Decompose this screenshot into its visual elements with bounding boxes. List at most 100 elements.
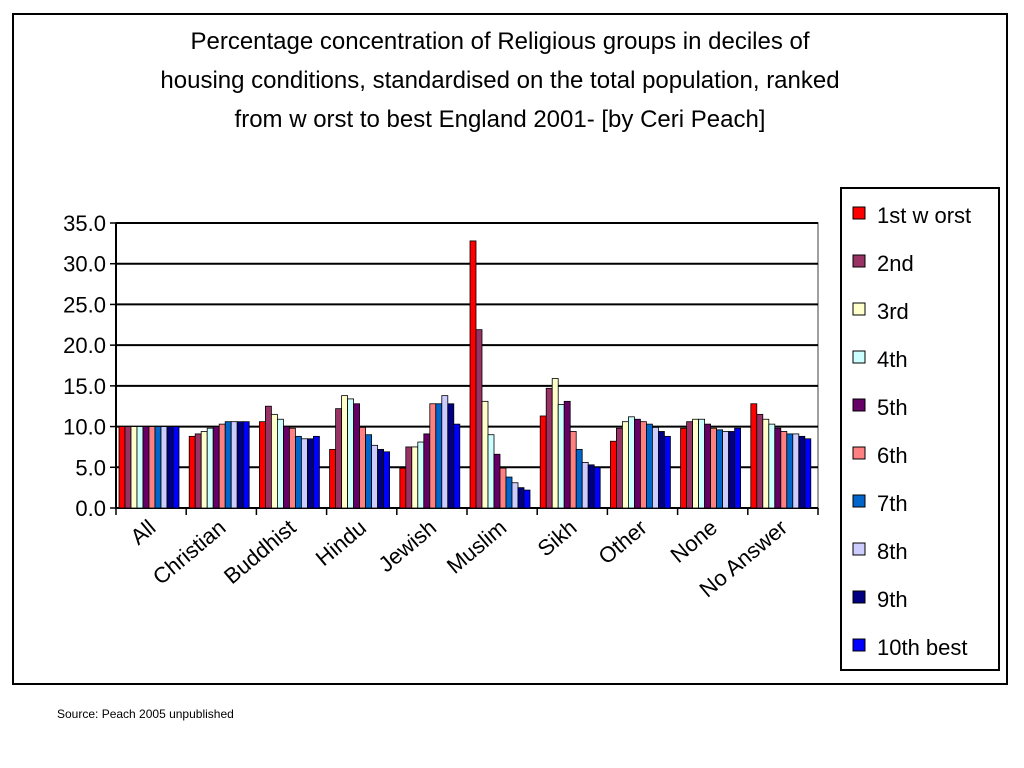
- bar: [429, 403, 437, 509]
- bar: [230, 421, 238, 509]
- y-tick-label: 20.0: [63, 333, 106, 358]
- x-tick-label: All: [126, 515, 161, 550]
- bar: [762, 418, 770, 509]
- bar: [224, 421, 232, 509]
- bar: [242, 421, 250, 509]
- legend-swatch: [852, 638, 866, 652]
- bar: [469, 240, 477, 509]
- legend-label: 3rd: [877, 299, 909, 324]
- bar: [505, 476, 513, 509]
- bar: [734, 427, 741, 509]
- bar: [270, 413, 278, 509]
- legend-label: 1st w orst: [877, 203, 971, 228]
- bar: [622, 421, 629, 509]
- bar: [206, 427, 214, 509]
- bar: [680, 427, 687, 509]
- y-tick-label: 15.0: [63, 374, 106, 399]
- bar: [258, 421, 266, 509]
- legend-label: 9th: [877, 587, 908, 612]
- bar: [756, 413, 764, 509]
- x-tick-label: Christian: [148, 515, 231, 590]
- bar: [646, 423, 653, 509]
- legend-label: 6th: [877, 443, 908, 468]
- bar: [475, 329, 483, 509]
- bar: [551, 378, 559, 509]
- bar: [212, 426, 220, 509]
- bar: [417, 441, 425, 509]
- bar: [664, 435, 671, 509]
- legend-swatch: [852, 446, 866, 460]
- y-tick-label: 30.0: [63, 252, 106, 277]
- bar: [188, 435, 196, 509]
- bar: [616, 427, 623, 509]
- legend-swatch: [852, 350, 866, 364]
- bar: [652, 426, 659, 509]
- bar: [523, 489, 531, 509]
- x-tick-label: Other: [593, 515, 651, 570]
- bar: [728, 431, 735, 509]
- chart-title: Percentage concentration of Religious gr…: [160, 28, 840, 133]
- bar: [142, 426, 150, 509]
- bar: [200, 431, 208, 509]
- bar: [306, 438, 314, 509]
- y-tick-label: 25.0: [63, 292, 106, 317]
- legend-label: 2nd: [877, 251, 914, 276]
- bar: [118, 426, 126, 509]
- bar: [312, 435, 320, 509]
- bar: [610, 440, 617, 509]
- bar: [786, 433, 794, 509]
- bar: [160, 426, 168, 509]
- bar: [423, 433, 431, 509]
- bar: [587, 464, 595, 509]
- bar: [563, 400, 571, 509]
- legend-swatch: [852, 542, 866, 556]
- bar: [634, 418, 641, 509]
- bar: [288, 427, 296, 509]
- bar: [383, 451, 391, 509]
- bar: [581, 461, 589, 509]
- bar: [399, 467, 407, 509]
- bar: [218, 423, 226, 509]
- bar: [481, 400, 489, 509]
- bar: [365, 434, 373, 509]
- bar: [517, 487, 525, 509]
- bar: [750, 403, 758, 509]
- x-tick-label: None: [666, 515, 722, 568]
- bar: [557, 404, 565, 509]
- bar: [692, 418, 699, 509]
- bar: [124, 426, 132, 509]
- bar: [798, 435, 806, 509]
- bar: [447, 403, 455, 509]
- bar: [768, 423, 776, 509]
- bar: [236, 421, 244, 509]
- bar: [371, 444, 379, 509]
- bar: [499, 467, 507, 509]
- legend-label: 4th: [877, 347, 908, 372]
- bar: [353, 403, 361, 509]
- bar: [704, 423, 711, 509]
- bar: [575, 448, 583, 509]
- legend-label: 7th: [877, 491, 908, 516]
- legend-swatch: [852, 494, 866, 508]
- bar: [716, 429, 723, 509]
- bar: [347, 398, 355, 509]
- bar: [294, 435, 302, 509]
- bar: [435, 403, 443, 509]
- y-tick-label: 5.0: [75, 455, 106, 480]
- bar: [441, 395, 449, 509]
- bar: [804, 438, 812, 509]
- bar: [359, 426, 367, 509]
- bar: [710, 427, 717, 509]
- x-tick-label: Hindu: [311, 515, 371, 571]
- bar: [640, 421, 647, 509]
- bar: [172, 426, 180, 509]
- y-tick-label: 0.0: [75, 496, 106, 521]
- x-tick-label: Buddhist: [219, 515, 301, 589]
- bar: [300, 438, 308, 509]
- source-note: Source: Peach 2005 unpublished: [57, 707, 234, 721]
- legend-swatch: [852, 590, 866, 604]
- x-tick-label: Jewish: [374, 515, 442, 577]
- bar: [194, 433, 202, 509]
- bar: [335, 408, 343, 509]
